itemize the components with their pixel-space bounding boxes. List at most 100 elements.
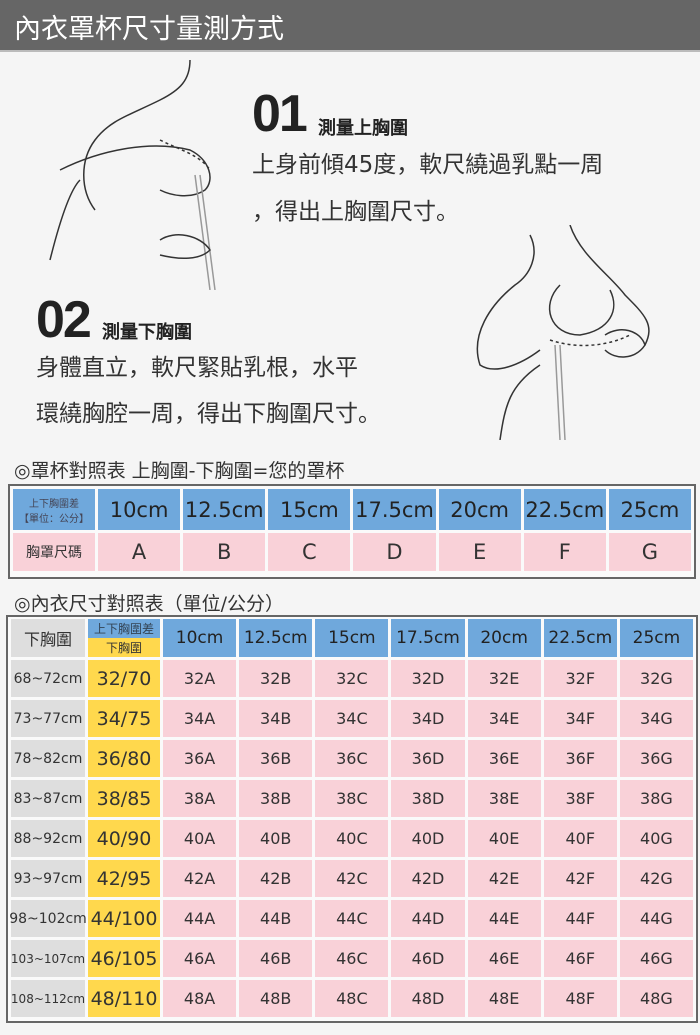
page-title: 內衣罩杯尺寸量測方式 xyxy=(14,14,284,45)
bra-size-cell: 40B xyxy=(239,820,313,857)
bra-size-cell: 44E xyxy=(467,900,541,937)
cup-diff-label: 上下胸圍差 【單位：公分】 xyxy=(13,489,95,530)
size-diff-3: 17.5cm xyxy=(391,619,465,657)
bra-size-cell: 46B xyxy=(239,940,313,977)
size-diff-6: 25cm xyxy=(619,619,693,657)
size-table: 下胸圍 上下胸圍差 下胸圍 10cm 12.5cm 15cm 17.5cm 20cm 22… xyxy=(6,615,698,1023)
bra-size-cell: 32A xyxy=(163,660,237,697)
bra-size-cell: 46G xyxy=(619,940,693,977)
underbust-range: 108~112cm xyxy=(11,980,85,1017)
bra-size-cell: 46E xyxy=(467,940,541,977)
cup-letter-5: F xyxy=(523,533,606,571)
bra-size-cell: 32D xyxy=(391,660,465,697)
step-2-title: 測量下胸圍 xyxy=(102,322,192,343)
bra-size-cell: 34F xyxy=(543,700,617,737)
band-header-diff: 上下胸圍差 xyxy=(88,619,160,638)
bra-size-cell: 36A xyxy=(163,740,237,777)
bra-size-cell: 46D xyxy=(391,940,465,977)
size-diff-4: 20cm xyxy=(467,619,541,657)
bra-size-cell: 32E xyxy=(467,660,541,697)
bra-size-cell: 38C xyxy=(315,780,389,817)
bra-size-cell: 44B xyxy=(239,900,313,937)
bra-size-cell: 38B xyxy=(239,780,313,817)
band-size: 42/95 xyxy=(88,860,160,897)
step-2-line-2: 環繞胸腔一周，得出下胸圍尺寸。 xyxy=(36,401,381,427)
underbust-range: 93~97cm xyxy=(11,860,85,897)
bra-size-cell: 40D xyxy=(391,820,465,857)
bra-size-cell: 36C xyxy=(315,740,389,777)
bra-size-cell: 34D xyxy=(391,700,465,737)
bra-size-cell: 32B xyxy=(239,660,313,697)
bra-size-cell: 48B xyxy=(239,980,313,1017)
cup-table: 上下胸圍差 【單位：公分】 10cm 12.5cm 15cm 17.5cm 20cm 22… xyxy=(8,484,696,579)
cup-diff-label-line1: 上下胸圍差 xyxy=(29,498,79,510)
underbust-range: 98~102cm xyxy=(9,900,87,937)
bra-size-cell: 42B xyxy=(239,860,313,897)
cup-diff-3: 17.5cm xyxy=(353,489,436,530)
bra-size-cell: 34E xyxy=(467,700,541,737)
band-size: 38/85 xyxy=(88,780,160,817)
bra-size-cell: 48G xyxy=(619,980,693,1017)
bra-size-cell: 48E xyxy=(467,980,541,1017)
cup-diff-2: 15cm xyxy=(268,489,351,530)
cup-letter-4: E xyxy=(438,533,521,571)
bra-size-cell: 42F xyxy=(543,860,617,897)
step-2-number: 02 xyxy=(36,291,92,349)
bra-size-cell: 44F xyxy=(543,900,617,937)
bra-size-cell: 42C xyxy=(315,860,389,897)
bra-size-cell: 38G xyxy=(619,780,693,817)
bra-size-cell: 40E xyxy=(467,820,541,857)
bra-size-cell: 34C xyxy=(315,700,389,737)
band-size: 36/80 xyxy=(88,740,160,777)
upper-bust-illustration xyxy=(49,60,216,290)
bra-size-cell: 48C xyxy=(315,980,389,1017)
band-size: 40/90 xyxy=(88,820,160,857)
bra-size-cell: 36F xyxy=(543,740,617,777)
bra-size-cell: 48A xyxy=(163,980,237,1017)
bra-size-cell: 38D xyxy=(391,780,465,817)
underbust-range: 78~82cm xyxy=(11,740,85,777)
bra-size-cell: 38A xyxy=(163,780,237,817)
cup-diff-1: 12.5cm xyxy=(183,489,266,530)
bra-size-cell: 46C xyxy=(315,940,389,977)
band-size: 48/110 xyxy=(88,980,160,1017)
band-size: 32/70 xyxy=(88,660,160,697)
cup-letter-6: G xyxy=(608,533,691,571)
bra-size-cell: 42D xyxy=(391,860,465,897)
bra-size-cell: 36D xyxy=(391,740,465,777)
cup-diff-5: 22.5cm xyxy=(523,489,606,530)
underbust-range: 83~87cm xyxy=(11,780,85,817)
size-diff-1: 12.5cm xyxy=(239,619,313,657)
bra-size-cell: 42E xyxy=(467,860,541,897)
band-size: 46/105 xyxy=(88,940,160,977)
step-1-line-1: 上身前傾45度，軟尺繞過乳點一周 xyxy=(252,152,604,178)
underbust-range: 68~72cm xyxy=(11,660,85,697)
cup-diff-label-line2: 【單位：公分】 xyxy=(19,513,89,525)
step-1-title: 測量上胸圍 xyxy=(318,118,408,139)
bra-size-cell: 38E xyxy=(467,780,541,817)
header-bar: 內衣罩杯尺寸量測方式 xyxy=(0,0,700,52)
size-diff-0: 10cm xyxy=(163,619,237,657)
underbust-range: 103~107cm xyxy=(11,940,85,977)
underbust-range: 88~92cm xyxy=(11,820,85,857)
corner-label: 下胸圍 xyxy=(11,619,85,657)
step-2-line-1: 身體直立，軟尺緊貼乳根，水平 xyxy=(36,355,358,381)
bra-size-cell: 48D xyxy=(391,980,465,1017)
bra-size-cell: 40G xyxy=(619,820,693,857)
step-1-number: 01 xyxy=(252,85,308,143)
bra-size-cell: 34B xyxy=(239,700,313,737)
bra-size-cell: 46F xyxy=(543,940,617,977)
cup-size-label: 胸罩尺碼 xyxy=(13,533,95,571)
cup-letter-3: D xyxy=(353,533,436,571)
underbust-range: 73~77cm xyxy=(11,700,85,737)
bra-size-cell: 42G xyxy=(619,860,693,897)
band-size: 44/100 xyxy=(88,900,160,937)
bra-size-cell: 32G xyxy=(619,660,693,697)
cup-diff-4: 20cm xyxy=(438,489,521,530)
size-diff-5: 22.5cm xyxy=(543,619,617,657)
bra-size-cell: 34A xyxy=(163,700,237,737)
size-diff-2: 15cm xyxy=(315,619,389,657)
bra-size-cell: 44D xyxy=(391,900,465,937)
bra-size-cell: 36E xyxy=(467,740,541,777)
bra-size-cell: 44C xyxy=(315,900,389,937)
